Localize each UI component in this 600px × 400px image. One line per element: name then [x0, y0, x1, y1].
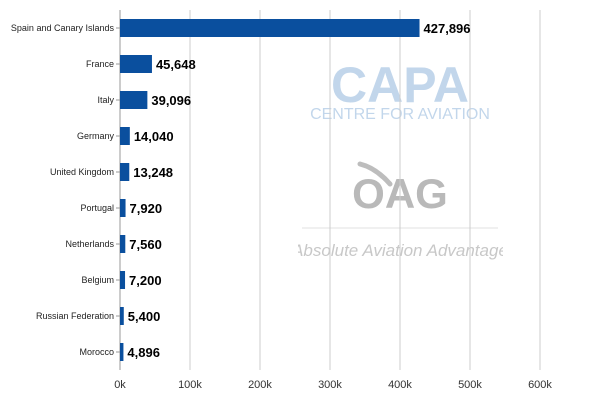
bar — [120, 271, 126, 289]
data-label: 7,560 — [129, 237, 162, 252]
x-tick-label: 300k — [318, 379, 342, 391]
bar — [120, 55, 152, 73]
data-label: 5,400 — [128, 309, 161, 324]
x-tick-label: 400k — [388, 379, 412, 391]
x-tick-label: 100k — [178, 379, 202, 391]
bar — [120, 235, 126, 253]
bar — [120, 163, 130, 181]
category-label: Russian Federation — [36, 311, 114, 321]
data-label: 14,040 — [134, 129, 174, 144]
category-label: Spain and Canary Islands — [11, 23, 115, 33]
bar — [120, 199, 126, 217]
bar — [120, 343, 124, 361]
category-label: United Kingdom — [50, 167, 114, 177]
category-label: Belgium — [81, 275, 114, 285]
category-label: Germany — [77, 131, 115, 141]
data-label: 13,248 — [133, 165, 173, 180]
bar — [120, 91, 148, 109]
category-label: Netherlands — [65, 239, 114, 249]
data-label: 427,896 — [424, 21, 471, 36]
category-label: Portugal — [80, 203, 114, 213]
x-tick-label: 0k — [114, 379, 126, 391]
bar — [120, 127, 130, 145]
bar — [120, 19, 420, 37]
category-label: Morocco — [79, 347, 114, 357]
data-label: 7,920 — [130, 201, 163, 216]
x-tick-label: 500k — [458, 379, 482, 391]
x-tick-label: 600k — [528, 379, 552, 391]
data-label: 45,648 — [156, 57, 196, 72]
category-label: France — [86, 59, 114, 69]
data-label: 7,200 — [129, 273, 162, 288]
data-label: 4,896 — [127, 345, 160, 360]
data-label: 39,096 — [151, 93, 191, 108]
x-tick-label: 200k — [248, 379, 272, 391]
bar — [120, 307, 124, 325]
category-label: Italy — [97, 95, 114, 105]
